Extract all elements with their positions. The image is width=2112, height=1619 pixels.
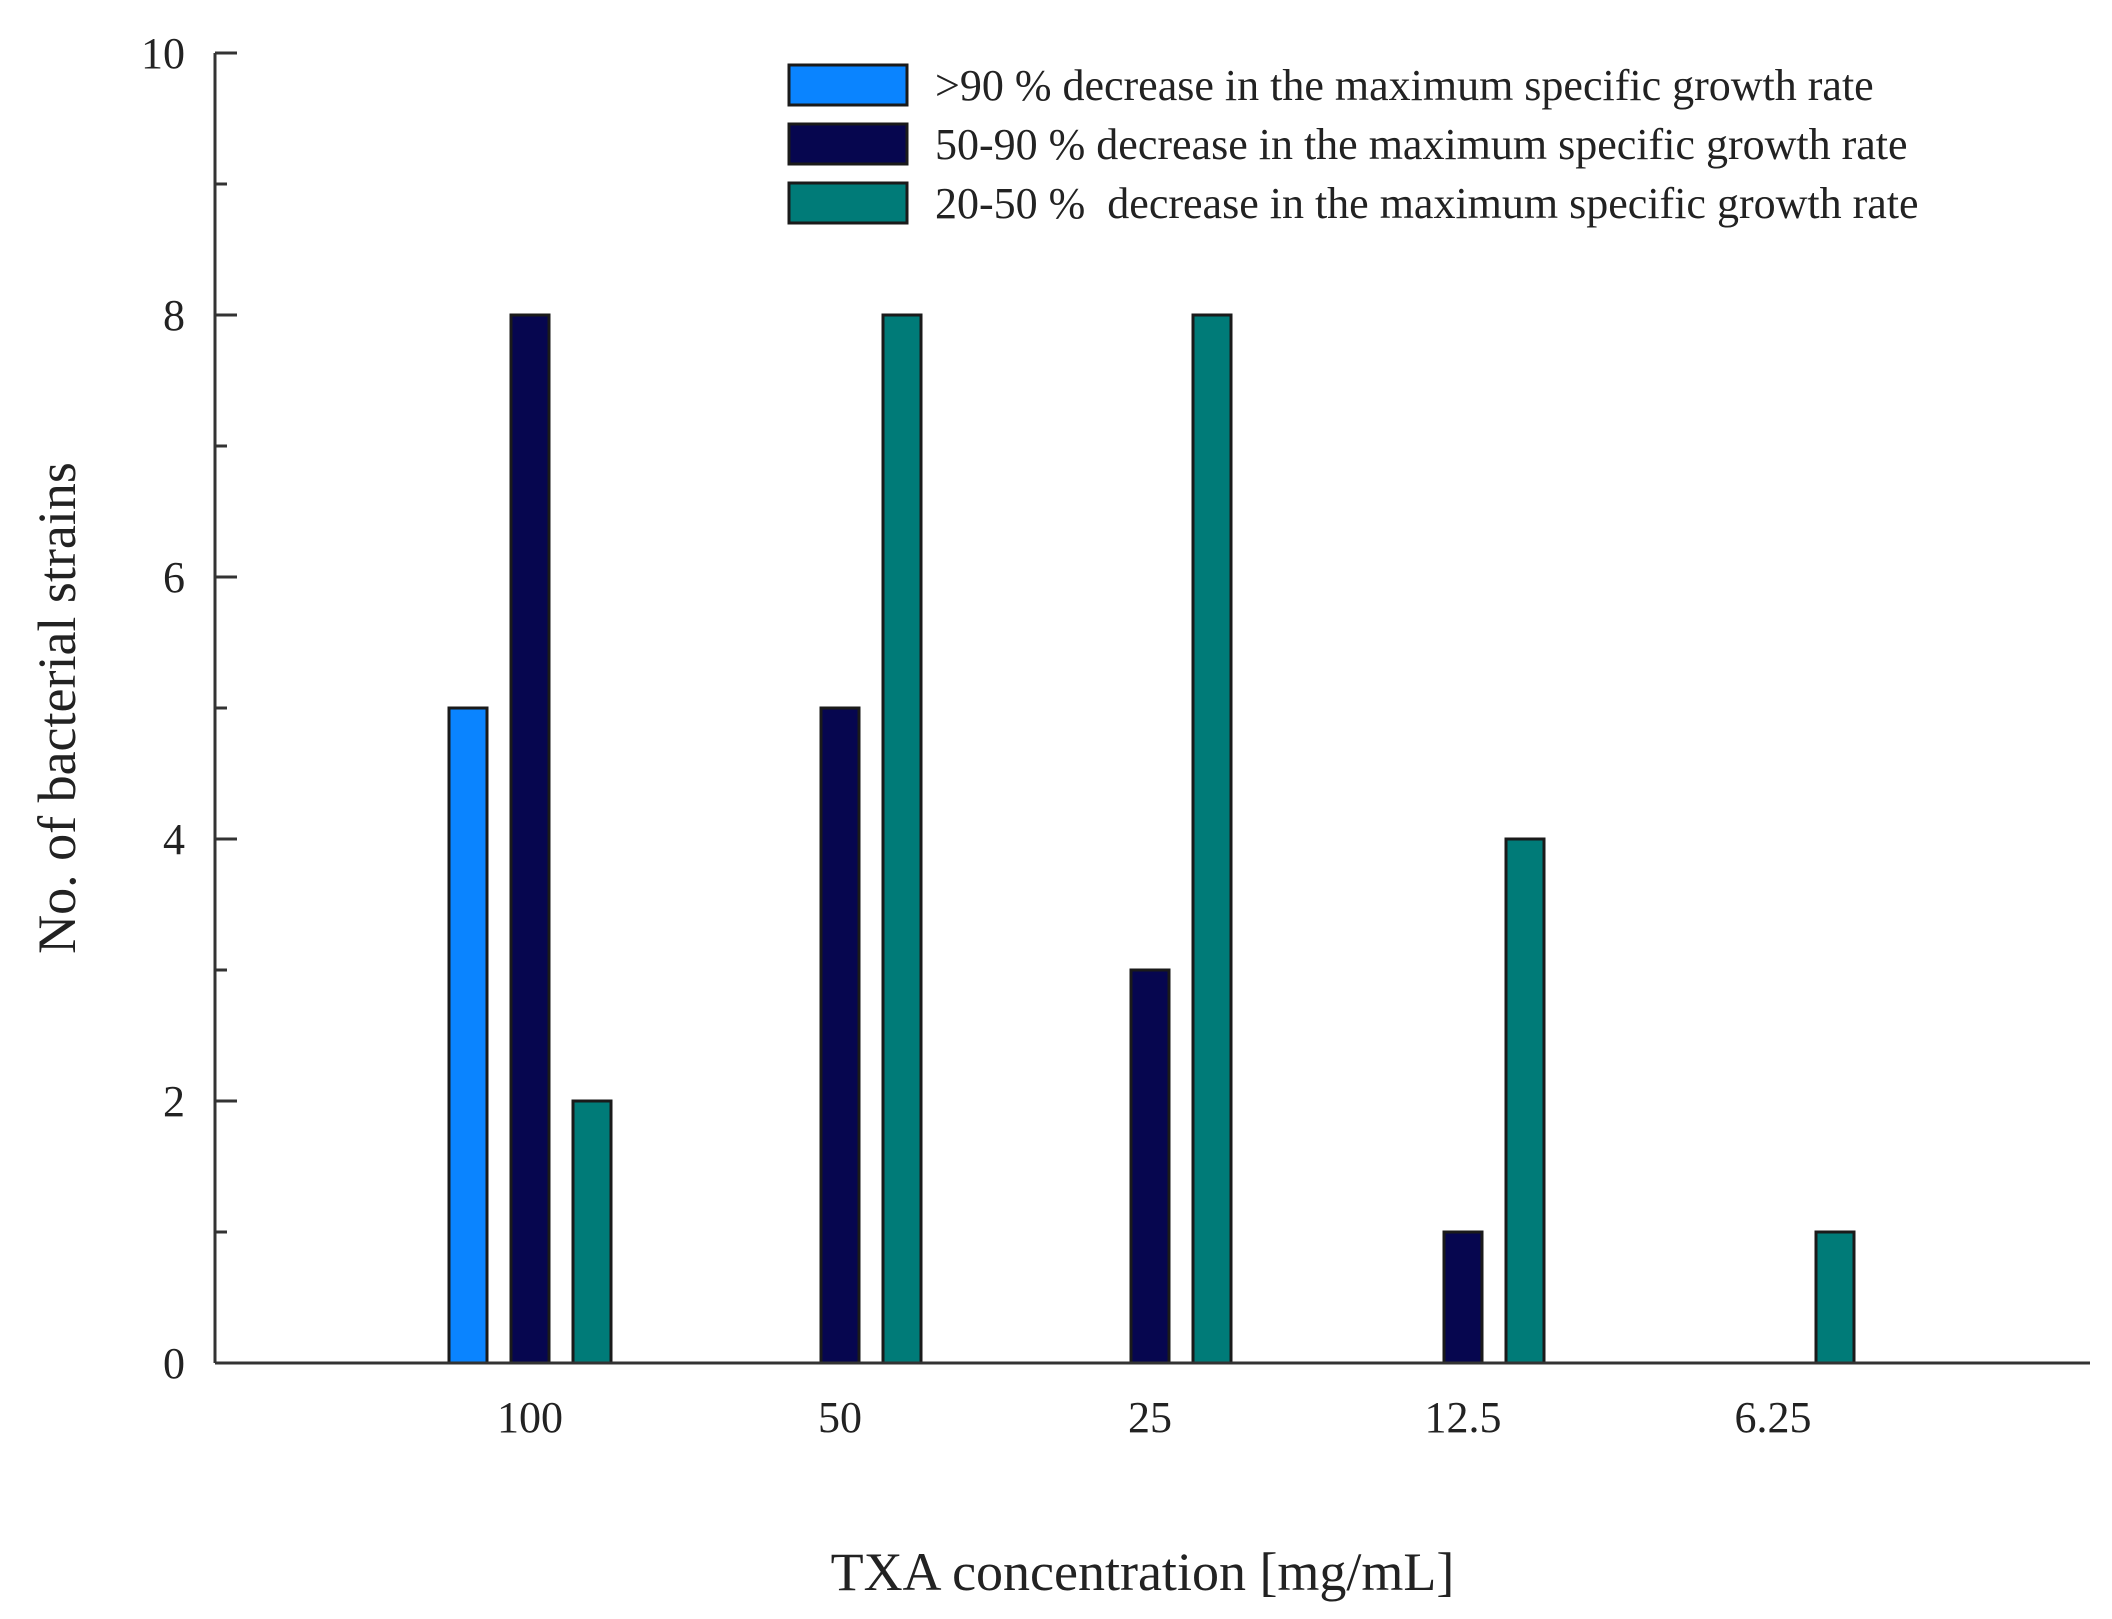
x-tick-label: 25 (1128, 1393, 1172, 1442)
y-axis-ticks: 0 2 4 6 8 10 (141, 29, 237, 1388)
legend-label: 20-50 % decrease in the maximum specific… (935, 179, 1919, 228)
bar-100-series-2 (509, 313, 551, 1365)
bar-100-series-3 (571, 1099, 613, 1365)
bar-12.5-series-3 (1504, 837, 1546, 1365)
y-tick-label: 0 (163, 1339, 185, 1388)
x-tick-label: 50 (818, 1393, 862, 1442)
y-tick-label: 2 (163, 1077, 185, 1126)
bar-25-series-2 (1129, 968, 1171, 1365)
bars (447, 313, 1856, 1365)
bar-50-series-3 (881, 313, 923, 1365)
legend-swatch (787, 181, 909, 225)
y-tick-label: 6 (163, 553, 185, 602)
x-tick-label: 100 (497, 1393, 563, 1442)
x-tick-label: 6.25 (1735, 1393, 1812, 1442)
bar-100-series-1 (447, 706, 489, 1365)
y-axis-title: No. of bacterial strains (27, 462, 87, 954)
legend-label: >90 % decrease in the maximum specific g… (935, 61, 1874, 110)
bar-6.25-series-3 (1814, 1230, 1856, 1365)
y-tick-label: 8 (163, 291, 185, 340)
x-axis-ticks: 100 50 25 12.5 6.25 (497, 1393, 1812, 1442)
bar-25-series-3 (1191, 313, 1233, 1365)
bar-12.5-series-2 (1442, 1230, 1484, 1365)
y-tick-label: 4 (163, 815, 185, 864)
bar-50-series-2 (819, 706, 861, 1365)
legend-label: 50-90 % decrease in the maximum specific… (935, 120, 1908, 169)
x-tick-label: 12.5 (1425, 1393, 1502, 1442)
legend-swatch (787, 122, 909, 166)
x-axis-title: TXA concentration [mg/mL] (831, 1542, 1455, 1602)
legend-swatch (787, 63, 909, 107)
y-tick-label: 10 (141, 29, 185, 78)
legend: >90 % decrease in the maximum specific g… (787, 61, 1919, 228)
